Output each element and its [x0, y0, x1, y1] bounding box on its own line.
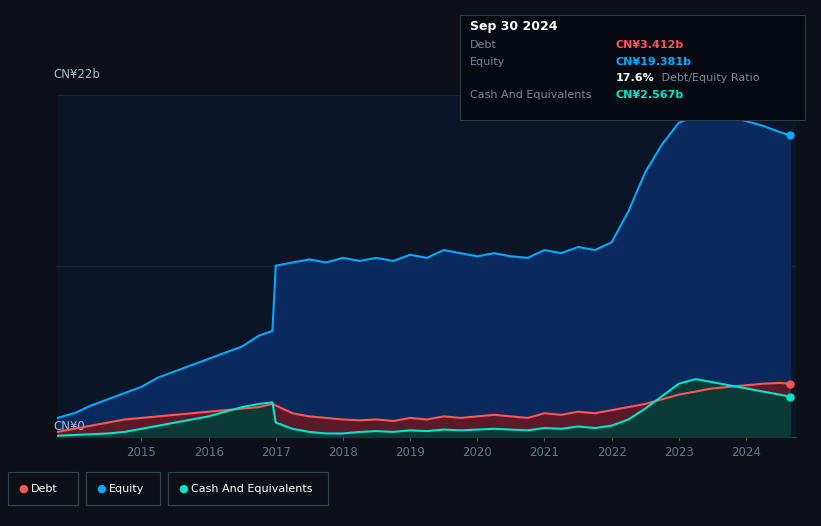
Text: Debt/Equity Ratio: Debt/Equity Ratio — [658, 73, 759, 83]
Text: CN¥19.381b: CN¥19.381b — [615, 57, 691, 67]
Text: CN¥3.412b: CN¥3.412b — [615, 40, 684, 50]
Text: Cash And Equivalents: Cash And Equivalents — [191, 483, 313, 494]
Text: Debt: Debt — [470, 40, 497, 50]
Text: ●: ● — [18, 483, 28, 494]
Text: Sep 30 2024: Sep 30 2024 — [470, 21, 557, 33]
Text: CN¥22b: CN¥22b — [54, 68, 101, 81]
Text: ●: ● — [96, 483, 106, 494]
Text: Cash And Equivalents: Cash And Equivalents — [470, 90, 591, 100]
Text: CN¥0: CN¥0 — [54, 420, 85, 433]
Text: Equity: Equity — [109, 483, 144, 494]
Text: 17.6%: 17.6% — [615, 73, 654, 83]
Text: Debt: Debt — [31, 483, 58, 494]
Text: ●: ● — [178, 483, 188, 494]
Text: CN¥2.567b: CN¥2.567b — [615, 90, 684, 100]
Text: Equity: Equity — [470, 57, 505, 67]
